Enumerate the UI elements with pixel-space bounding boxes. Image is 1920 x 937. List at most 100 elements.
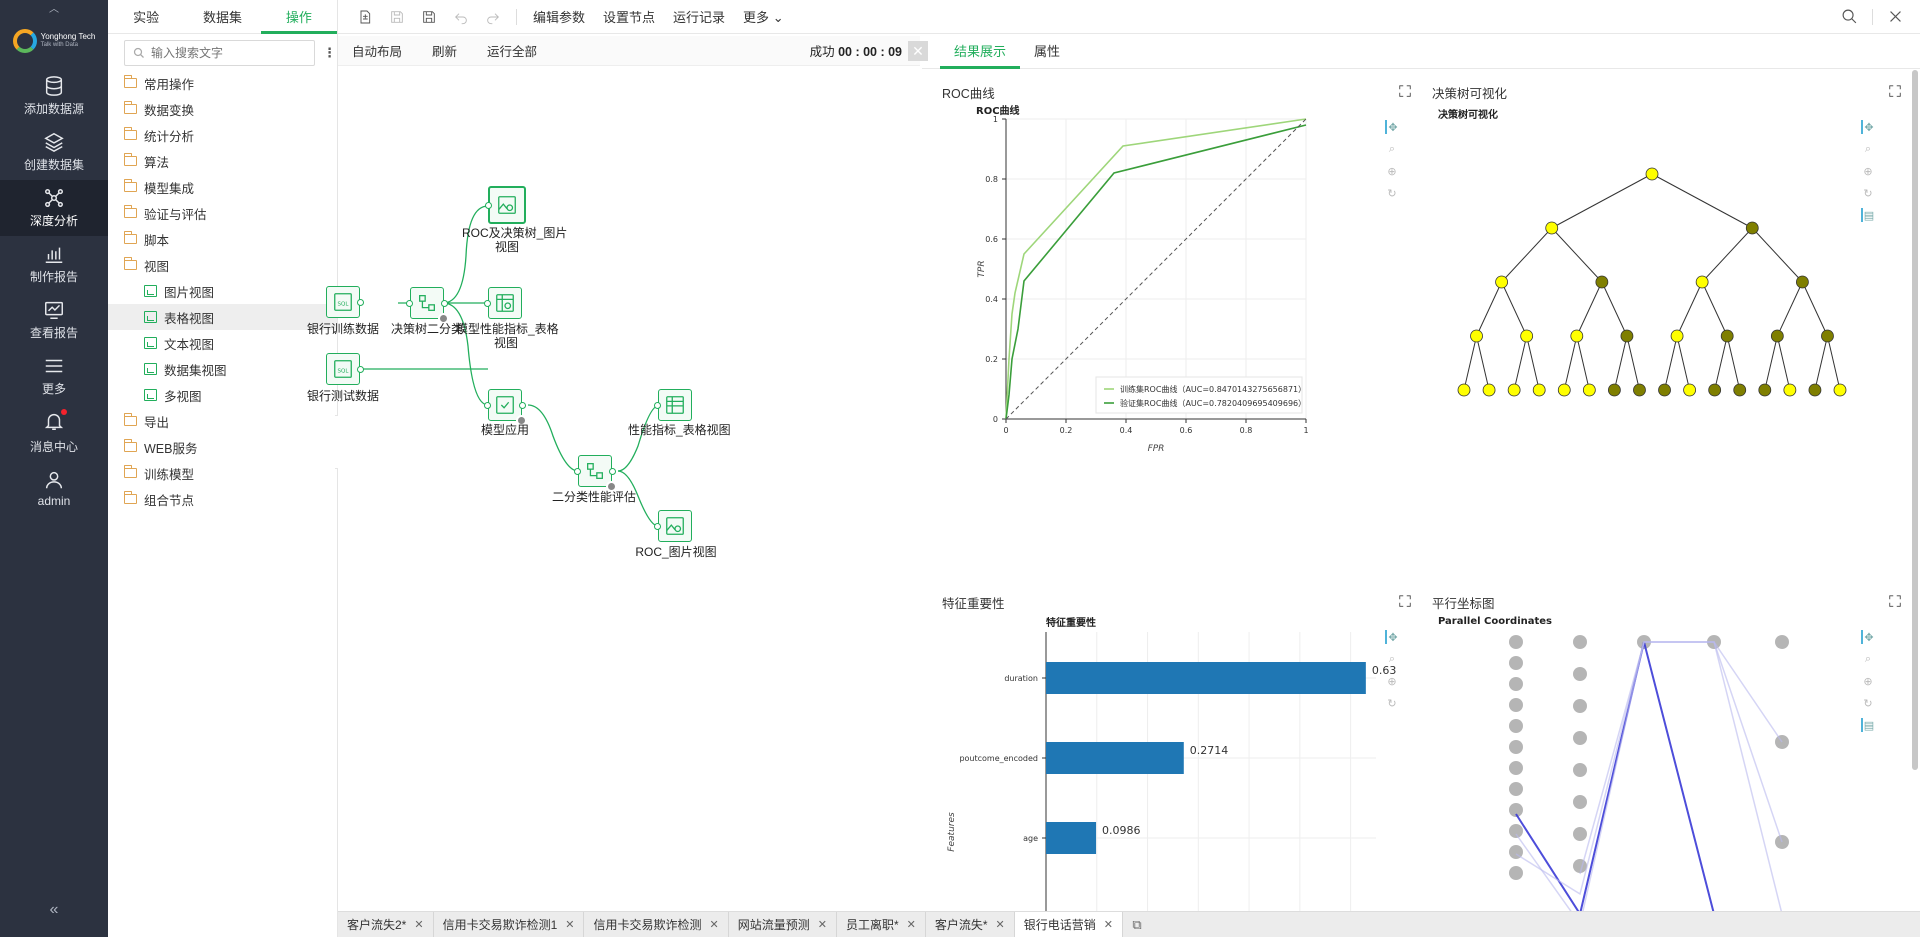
experiment-tab[interactable]: 银行电话营销 ✕ xyxy=(1014,912,1123,937)
scrollbar-thumb[interactable] xyxy=(1912,70,1918,770)
close-icon[interactable] xyxy=(1887,8,1904,25)
nav-item-view-report[interactable]: 查看报告 xyxy=(0,292,108,348)
experiment-tab[interactable]: 客户流失* ✕ xyxy=(926,912,1015,937)
save-plot-icon[interactable]: ▤ xyxy=(1861,718,1875,732)
experiment-tab[interactable]: 网站流量预测 ✕ xyxy=(729,912,837,937)
output-port[interactable] xyxy=(519,401,526,409)
reset-icon[interactable]: ↻ xyxy=(1387,697,1397,710)
refresh-button[interactable]: 刷新 xyxy=(432,45,458,59)
search-input[interactable] xyxy=(151,46,306,60)
chevron-up-icon[interactable]: ︿ xyxy=(49,3,59,15)
workflow-canvas[interactable]: SQL 银行训练数据 SQL 银行测试数据 决策树二分类 ROC及决策树_图片视… xyxy=(307,66,920,911)
close-tab-icon[interactable]: ✕ xyxy=(817,919,827,931)
search-icon[interactable] xyxy=(1841,8,1858,25)
experiment-tab[interactable]: 客户流失2* ✕ xyxy=(338,912,434,937)
input-port[interactable] xyxy=(574,467,581,475)
more-vertical-icon[interactable]: ⋮ xyxy=(323,45,336,60)
experiment-tab[interactable]: 信用卡交易欺诈检测1 ✕ xyxy=(434,912,585,937)
pan-icon[interactable]: ✥ xyxy=(1861,630,1875,644)
tree-item[interactable]: 数据变换 xyxy=(108,96,337,122)
tree-item[interactable]: 图片视图 xyxy=(108,278,337,304)
input-port[interactable] xyxy=(406,299,413,307)
close-tab-icon[interactable]: ✕ xyxy=(906,919,916,931)
pan-icon[interactable]: ✥ xyxy=(1385,630,1399,644)
tree-item[interactable]: 表格视图 xyxy=(108,304,337,330)
pan-icon[interactable]: ✥ xyxy=(1385,120,1399,134)
box-zoom-icon[interactable]: ⌕ xyxy=(1388,142,1396,155)
reset-icon[interactable]: ↻ xyxy=(1863,187,1873,200)
wheel-zoom-icon[interactable]: ⊕ xyxy=(1863,165,1873,178)
tab-experiment[interactable]: 实验 xyxy=(133,10,160,25)
reset-icon[interactable]: ↻ xyxy=(1387,187,1397,200)
node-model-apply[interactable] xyxy=(484,389,527,426)
save-plot-icon[interactable]: ▤ xyxy=(1861,208,1875,222)
tree-item[interactable]: 文本视图 xyxy=(108,330,337,356)
tab-operation[interactable]: 操作 xyxy=(260,0,338,34)
wheel-zoom-icon[interactable]: ⊕ xyxy=(1387,165,1397,178)
save-icon[interactable] xyxy=(384,4,410,30)
node-roc-image-view[interactable] xyxy=(654,510,692,542)
tree-item[interactable]: 多视图 xyxy=(108,382,337,408)
tree-item[interactable]: 验证与评估 xyxy=(108,200,337,226)
experiment-tab[interactable]: 信用卡交易欺诈检测 ✕ xyxy=(584,912,729,937)
close-tab-icon[interactable]: ✕ xyxy=(414,919,424,931)
experiment-tab[interactable]: 员工离职* ✕ xyxy=(837,912,926,937)
fullscreen-icon[interactable] xyxy=(1888,594,1902,608)
auto-layout-button[interactable]: 自动布局 xyxy=(352,45,403,59)
input-port[interactable] xyxy=(654,522,661,530)
close-tab-icon[interactable]: ✕ xyxy=(565,919,575,931)
box-zoom-icon[interactable]: ⌕ xyxy=(1388,652,1396,665)
reset-icon[interactable]: ↻ xyxy=(1863,697,1873,710)
tab-list-icon[interactable]: ⧉ xyxy=(1132,916,1142,932)
nav-item-more[interactable]: 更多 xyxy=(0,348,108,404)
input-port[interactable] xyxy=(654,401,661,409)
tab-results[interactable]: 结果展示 xyxy=(940,41,1021,69)
run-log-button[interactable]: 运行记录 xyxy=(673,10,726,25)
close-tab-icon[interactable]: ✕ xyxy=(1103,919,1113,931)
run-all-button[interactable]: 运行全部 xyxy=(487,45,538,59)
node-perf-table-view[interactable] xyxy=(654,389,692,421)
tree-item[interactable]: 模型集成 xyxy=(108,174,337,200)
nav-item-user[interactable]: admin xyxy=(0,460,108,516)
more-menu-button[interactable]: 更多 ⌄ xyxy=(743,7,784,26)
save-as-icon[interactable] xyxy=(416,4,442,30)
tree-item[interactable]: 统计分析 xyxy=(108,122,337,148)
close-panel-icon[interactable]: ✕ xyxy=(908,41,928,61)
set-node-button[interactable]: 设置节点 xyxy=(603,10,656,25)
edit-params-button[interactable]: 编辑参数 xyxy=(533,10,586,25)
output-port[interactable] xyxy=(441,299,448,307)
nav-item-create-dataset[interactable]: 创建数据集 xyxy=(0,124,108,180)
input-port[interactable] xyxy=(485,201,492,209)
undo-icon[interactable] xyxy=(448,4,474,30)
close-tab-icon[interactable]: ✕ xyxy=(995,919,1005,931)
tree-item[interactable]: WEB服务 xyxy=(108,434,337,460)
node-decision-tree[interactable] xyxy=(406,287,449,324)
tab-dataset[interactable]: 数据集 xyxy=(202,10,242,25)
tab-properties[interactable]: 属性 xyxy=(1034,44,1061,59)
pan-icon[interactable]: ✥ xyxy=(1861,120,1875,134)
input-port[interactable] xyxy=(484,299,491,307)
node-binary-eval[interactable] xyxy=(574,455,617,492)
tree-item[interactable]: 组合节点 xyxy=(108,486,337,512)
tree-item[interactable]: 数据集视图 xyxy=(108,356,337,382)
double-chevron-left-icon[interactable]: « xyxy=(49,901,59,918)
nav-item-add-datasource[interactable]: 添加数据源 xyxy=(0,68,108,124)
nav-item-deep-analysis[interactable]: 深度分析 xyxy=(0,180,108,236)
output-port[interactable] xyxy=(357,298,364,306)
box-zoom-icon[interactable]: ⌕ xyxy=(1864,142,1872,155)
tree-item[interactable]: 视图 xyxy=(108,252,337,278)
wheel-zoom-icon[interactable]: ⊕ xyxy=(1387,675,1397,688)
fullscreen-icon[interactable] xyxy=(1398,84,1412,98)
close-tab-icon[interactable]: ✕ xyxy=(709,919,719,931)
output-port[interactable] xyxy=(609,467,616,475)
input-port[interactable] xyxy=(484,401,491,409)
nav-item-make-report[interactable]: 制作报告 xyxy=(0,236,108,292)
tree-item[interactable]: 算法 xyxy=(108,148,337,174)
fullscreen-icon[interactable] xyxy=(1398,594,1412,608)
tree-item[interactable]: 导出 xyxy=(108,408,337,434)
tree-item[interactable]: 常用操作 xyxy=(108,70,337,96)
fullscreen-icon[interactable] xyxy=(1888,84,1902,98)
output-port[interactable] xyxy=(357,365,364,373)
nav-item-messages[interactable]: 消息中心 xyxy=(0,404,108,460)
results-scrollbar[interactable] xyxy=(1912,70,1918,770)
